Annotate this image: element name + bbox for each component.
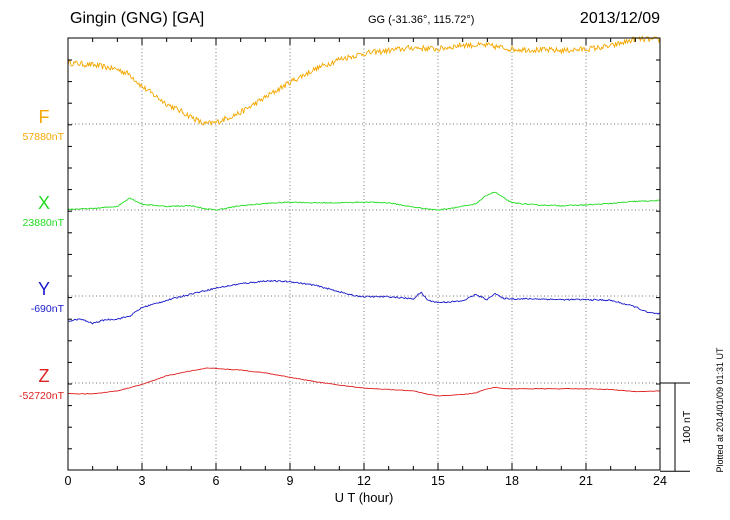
x-tick-label: 12 — [357, 474, 371, 488]
x-tick-label: 0 — [65, 474, 72, 488]
channel-baseline-z: -52720nT — [19, 390, 65, 402]
x-tick-label: 24 — [653, 474, 667, 488]
channel-name-y: Y — [38, 279, 50, 299]
x-tick-label: 3 — [139, 474, 146, 488]
channel-name-f: F — [39, 107, 50, 127]
x-tick-label: 6 — [213, 474, 220, 488]
channel-baseline-y: -690nT — [31, 303, 65, 315]
plotted-note: Plotted at 2014/01/09 01:31 UT — [715, 347, 725, 473]
chart-date: 2013/12/09 — [579, 10, 660, 27]
series-line-f — [67, 35, 661, 127]
x-tick-label: 15 — [431, 474, 445, 488]
channel-name-x: X — [38, 193, 50, 213]
scale-bar: 100 nT — [660, 382, 693, 472]
channel-baseline-x: 23880nT — [23, 217, 65, 229]
chart-title: Gingin (GNG) [GA] — [70, 10, 205, 27]
x-tick-label: 9 — [287, 474, 294, 488]
x-axis-label: U T (hour) — [335, 490, 394, 505]
x-tick-label: 18 — [505, 474, 519, 488]
station-coordinates: GG (-31.36°, 115.72°) — [368, 14, 475, 26]
channel-baseline-f: 57880nT — [23, 131, 65, 143]
series-line-x — [67, 191, 661, 211]
channel-labels: F 57880nT X 23880nT Y -690nT Z -52720nT — [19, 107, 65, 402]
x-axis-ticks: 0 3 6 9 12 15 18 21 24 — [65, 38, 667, 488]
series-line-y — [67, 279, 661, 325]
series-line-z — [67, 367, 660, 397]
x-tick-label: 21 — [579, 474, 593, 488]
scale-bar-label: 100 nT — [681, 410, 693, 443]
grid — [68, 38, 660, 470]
channel-name-z: Z — [39, 366, 50, 386]
plot-frame — [67, 37, 661, 471]
series-lines — [67, 35, 661, 397]
